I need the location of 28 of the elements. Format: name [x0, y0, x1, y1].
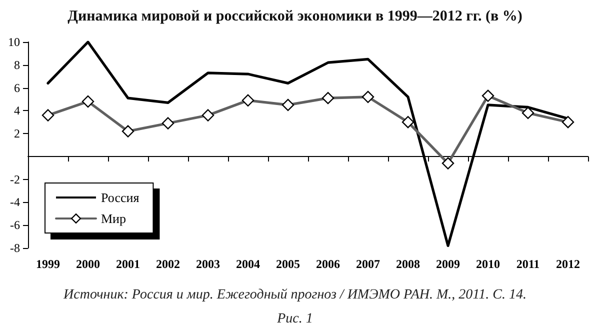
y-tick-label: -4 — [10, 195, 20, 210]
legend-label: Россия — [101, 190, 140, 205]
x-tick-label: 1999 — [36, 257, 60, 271]
x-tick-label: 2006 — [316, 257, 340, 271]
chart-title: Динамика мировой и российской экономики в 1999—2012 гг. (в %) — [68, 8, 522, 24]
x-tick-label: 2003 — [196, 257, 220, 271]
x-tick-label: 2002 — [156, 257, 180, 271]
y-tick-label: -6 — [10, 218, 20, 232]
y-tick-label: 10 — [8, 35, 20, 49]
x-tick-label: 2000 — [76, 257, 100, 271]
x-tick-label: 2008 — [396, 257, 420, 271]
x-tick-label: 2001 — [116, 257, 140, 271]
y-tick-label: -8 — [10, 241, 20, 255]
x-tick-label: 2011 — [516, 257, 540, 271]
y-tick-label: 2 — [14, 126, 20, 141]
y-tick-label: 6 — [14, 80, 20, 95]
legend-label: Мир — [101, 211, 126, 226]
x-tick-label: 2005 — [276, 257, 300, 271]
text: Источник: Россия и мир. Ежегодный прогноз / ИМЭМО РАН. М., 2011. С. 14. — [62, 288, 526, 302]
x-tick-label: 2010 — [476, 257, 500, 271]
x-tick-label: 2004 — [236, 257, 260, 271]
x-tick-label: 2007 — [356, 257, 380, 271]
y-tick-label: -2 — [10, 172, 20, 186]
x-tick-label: 2012 — [556, 257, 580, 271]
y-tick-label: 4 — [14, 104, 20, 118]
x-tick-label: 2009 — [436, 257, 460, 271]
text: Рис. 1 — [276, 312, 313, 326]
y-tick-label: 8 — [14, 58, 20, 72]
